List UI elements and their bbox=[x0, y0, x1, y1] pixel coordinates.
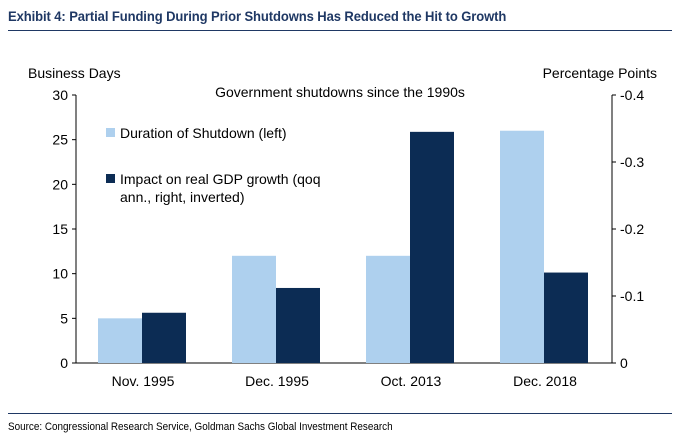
impact-bar bbox=[544, 272, 588, 363]
source-rule bbox=[8, 413, 672, 414]
left-tick-label: 15 bbox=[52, 221, 68, 237]
x-tick-label: Dec. 1995 bbox=[245, 373, 309, 389]
legend-swatch-duration bbox=[106, 128, 115, 137]
legend-label-impact: Impact on real GDP growth (qoq bbox=[120, 171, 321, 187]
duration-bar bbox=[500, 130, 544, 363]
left-tick-label: 0 bbox=[60, 355, 68, 371]
legend-label-duration: Duration of Shutdown (left) bbox=[120, 125, 287, 141]
right-tick-label: -0.3 bbox=[620, 154, 644, 170]
source-note: Source: Congressional Research Service, … bbox=[8, 421, 393, 433]
chart-title: Government shutdowns since the 1990s bbox=[215, 84, 465, 100]
chart-legend: Duration of Shutdown (left) Impact on rea… bbox=[106, 125, 321, 205]
left-tick-label: 25 bbox=[52, 132, 68, 148]
left-tick-label: 30 bbox=[52, 87, 68, 103]
x-tick-label: Nov. 1995 bbox=[112, 373, 175, 389]
impact-bar bbox=[276, 287, 320, 363]
left-tick-label: 20 bbox=[52, 176, 68, 192]
impact-bar bbox=[410, 131, 454, 363]
duration-bar bbox=[98, 318, 142, 363]
chart-bars bbox=[98, 130, 588, 363]
duration-bar bbox=[232, 255, 276, 363]
left-tick-label: 10 bbox=[52, 266, 68, 282]
legend-label-impact: ann., right, inverted) bbox=[120, 189, 245, 205]
left-tick-label: 5 bbox=[60, 310, 68, 326]
right-tick-label: 0 bbox=[620, 355, 628, 371]
right-tick-label: -0.4 bbox=[620, 87, 644, 103]
right-axis-title: Percentage Points bbox=[543, 65, 657, 81]
right-tick-label: -0.1 bbox=[620, 288, 644, 304]
duration-bar bbox=[366, 255, 410, 363]
x-tick-label: Dec. 2018 bbox=[513, 373, 577, 389]
right-tick-label: -0.2 bbox=[620, 221, 644, 237]
x-tick-label: Oct. 2013 bbox=[381, 373, 442, 389]
left-axis-title: Business Days bbox=[28, 65, 121, 81]
exhibit-title: Exhibit 4: Partial Funding During Prior … bbox=[8, 8, 507, 24]
impact-bar bbox=[142, 312, 186, 363]
chart-labels: 0 5 10 15 20 25 30 0 -0.1 -0.2 -0.3 -0.4 Business Da… bbox=[28, 65, 657, 389]
title-rule bbox=[8, 30, 672, 31]
legend-swatch-impact bbox=[106, 174, 115, 183]
